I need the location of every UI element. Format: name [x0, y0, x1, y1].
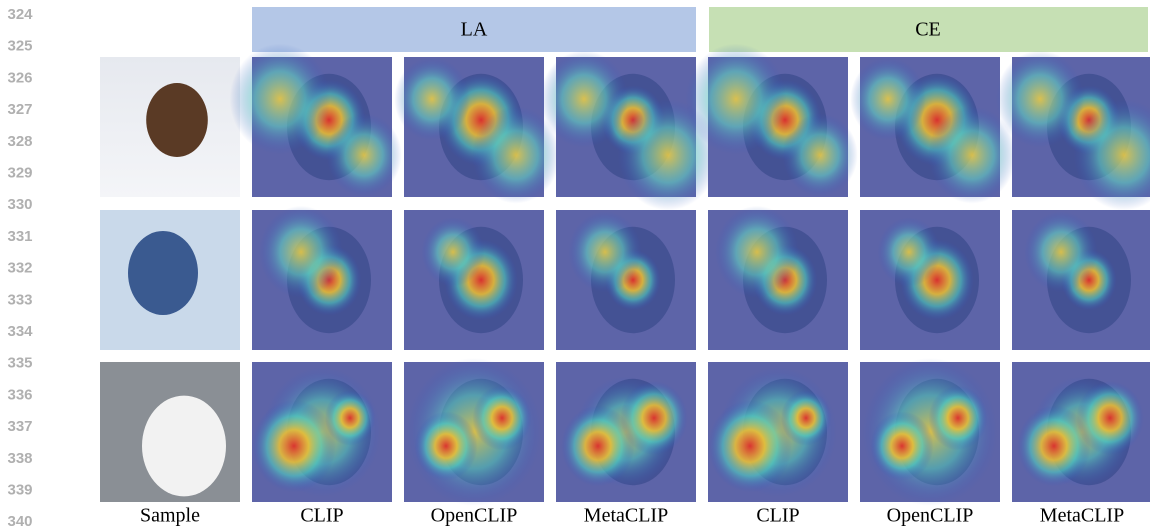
line-number: 325	[7, 38, 32, 55]
heat-blob	[324, 390, 376, 446]
heat-blob	[1076, 381, 1144, 455]
heat-blob	[850, 57, 926, 141]
heatmap-image	[860, 358, 1000, 506]
column-label: Sample	[140, 505, 200, 527]
heat-blob	[1024, 211, 1098, 293]
line-number: 326	[7, 69, 32, 86]
heatmap-image	[685, 43, 858, 197]
image-subject	[146, 83, 208, 157]
heatmap-image	[1012, 210, 1150, 350]
image-subject	[142, 395, 226, 497]
heat-blob	[472, 385, 532, 451]
column-label: MetaCLIP	[1040, 505, 1124, 527]
sample-image	[100, 57, 240, 197]
line-number: 339	[7, 481, 32, 498]
line-number: 324	[7, 6, 33, 23]
heat-blob	[715, 205, 799, 299]
heatmap-image	[404, 210, 544, 350]
heat-blob	[568, 211, 642, 293]
column-label: MetaCLIP	[584, 505, 668, 527]
line-number: 332	[7, 260, 32, 277]
heat-blob	[1073, 99, 1150, 211]
heat-blob	[927, 106, 1017, 204]
heatmap-image	[850, 57, 1017, 204]
column-label: CLIP	[300, 505, 343, 527]
heat-blob	[870, 411, 934, 481]
image-subject	[128, 231, 198, 315]
heat-blob	[928, 385, 988, 451]
heatmap-image	[394, 57, 561, 204]
heatmap-image	[708, 362, 848, 502]
heatmap-image	[556, 362, 696, 502]
line-number: 333	[7, 291, 32, 308]
heat-blob	[685, 43, 787, 155]
heat-blob	[539, 50, 629, 148]
heatmap-image	[708, 205, 848, 350]
heat-blob	[229, 43, 331, 155]
heat-blob	[326, 113, 402, 197]
line-number: 331	[7, 228, 32, 245]
heat-blob	[471, 106, 561, 204]
line-number: 340	[7, 513, 32, 529]
la-header-bar	[252, 7, 696, 52]
heat-blob	[782, 113, 858, 197]
heatmap-image	[252, 205, 392, 350]
sample-image	[100, 362, 240, 502]
heatmap-image	[229, 43, 402, 197]
column-label: OpenCLIP	[887, 505, 974, 527]
heat-blob	[620, 381, 688, 455]
heat-blob	[877, 217, 941, 287]
heatmap-image	[1012, 362, 1150, 502]
line-number: 335	[7, 355, 32, 372]
line-number: 329	[7, 164, 32, 181]
heatmap-image	[404, 358, 544, 506]
line-number: 328	[7, 133, 32, 150]
line-number: 338	[7, 450, 32, 467]
heat-blob	[259, 205, 343, 299]
line-number: 327	[7, 101, 32, 118]
sample-image	[100, 210, 240, 350]
line-number: 336	[7, 386, 32, 403]
line-number: 337	[7, 418, 32, 435]
heat-blob	[1017, 405, 1091, 487]
column-label: OpenCLIP	[431, 505, 518, 527]
heat-blob	[252, 399, 336, 493]
heat-blob	[394, 57, 470, 141]
ce-header-bar	[709, 7, 1148, 52]
heat-blob	[421, 217, 485, 287]
heatmap-image	[252, 362, 392, 502]
heatmap-image	[860, 210, 1000, 350]
heat-blob	[561, 405, 635, 487]
heatmap-image	[539, 50, 719, 211]
heat-blob	[414, 411, 478, 481]
group-header: CE	[915, 19, 941, 41]
heatmap-image	[995, 50, 1150, 211]
heat-blob	[708, 399, 792, 493]
group-header: LA	[461, 19, 488, 41]
heat-blob	[995, 50, 1085, 148]
line-number: 334	[7, 323, 33, 340]
heatmap-image	[556, 210, 696, 350]
line-number: 330	[7, 196, 32, 213]
heat-blob	[780, 390, 832, 446]
column-label: CLIP	[756, 505, 799, 527]
